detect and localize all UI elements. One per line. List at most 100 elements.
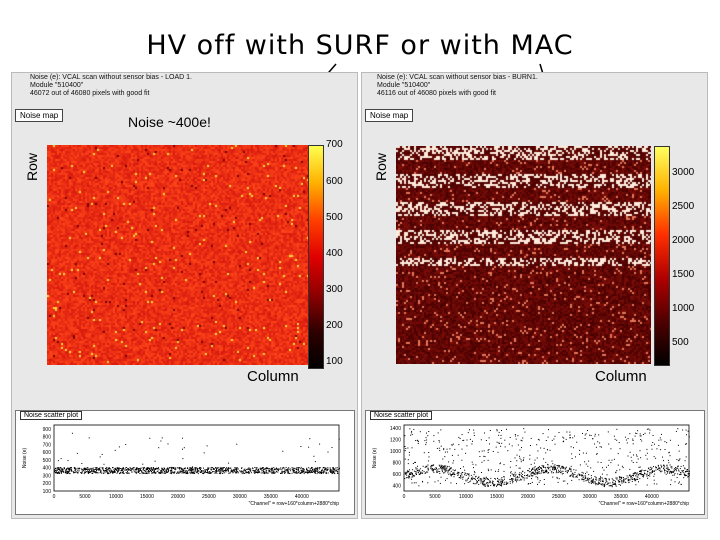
scatter-point	[297, 470, 299, 472]
scatter-point	[335, 470, 337, 472]
scatter-point	[227, 469, 229, 471]
scatter-point	[658, 439, 660, 441]
scatter-point	[621, 478, 622, 480]
scatter-point	[134, 469, 136, 470]
scatter-point	[506, 483, 507, 485]
scatter-point	[316, 473, 318, 475]
scatter-point	[534, 468, 536, 470]
scatter-point	[501, 442, 503, 444]
scatter-point	[207, 468, 209, 470]
scatter-point	[640, 470, 642, 472]
scatter-point	[639, 472, 641, 474]
scatter-point	[297, 467, 299, 469]
scatter-point	[245, 471, 247, 473]
scatter-point	[261, 470, 263, 472]
scatter-point	[632, 438, 634, 440]
scatter-point	[584, 438, 586, 439]
scatter-point	[571, 453, 573, 455]
scatter-point	[469, 429, 470, 431]
scatter-point	[627, 455, 629, 457]
scatter-point	[639, 450, 641, 452]
scatter-point	[323, 472, 324, 474]
scatter-point	[460, 468, 461, 469]
scatter-point	[519, 479, 521, 481]
scatter-point	[646, 448, 648, 450]
scatter-point	[638, 481, 639, 483]
scatter-point	[87, 470, 89, 472]
scatter-point	[416, 468, 418, 470]
scatter-point	[90, 469, 92, 471]
scatter-point	[419, 473, 421, 475]
scatter-point	[111, 471, 112, 473]
scatter-point	[412, 473, 413, 475]
scatter-point	[136, 472, 138, 474]
scatter-point	[678, 469, 679, 471]
scatter-point	[147, 467, 149, 469]
scatter-point	[574, 471, 576, 473]
scatter-point	[539, 467, 541, 469]
scatter-point	[153, 468, 155, 469]
scatter-point	[430, 464, 432, 466]
scatter-point	[118, 469, 120, 471]
scatter-point	[639, 473, 640, 475]
scatter-point	[658, 467, 660, 469]
scatter-point	[168, 471, 169, 473]
scatter-point	[261, 467, 263, 469]
scatter-point	[601, 483, 603, 485]
scatter-point	[423, 452, 425, 454]
scatter-point	[92, 471, 94, 473]
scatter-point	[634, 435, 636, 437]
scatter-point	[296, 467, 298, 469]
scatter-point	[646, 458, 648, 460]
scatter-point	[193, 467, 195, 469]
scatter-point	[635, 484, 637, 486]
scatter-point	[146, 468, 148, 470]
scatter-point	[582, 478, 584, 480]
scatter-point	[207, 472, 209, 474]
scatter-point	[553, 467, 555, 469]
scatter-point	[590, 435, 592, 436]
scatter-point	[191, 467, 193, 468]
scatter-point	[188, 468, 190, 470]
scatter-point	[55, 467, 57, 469]
scatter-point	[444, 468, 446, 470]
scatter-point	[93, 470, 95, 472]
scatter-point	[174, 471, 176, 473]
scatter-point	[560, 469, 562, 471]
scatter-point	[545, 452, 547, 454]
left-tick-700: 700	[326, 139, 343, 150]
scatter-point	[671, 467, 673, 469]
scatter-point	[566, 472, 568, 474]
scatter-point	[453, 474, 455, 475]
scatter-point	[329, 468, 331, 470]
scatter-point	[167, 467, 169, 469]
scatter-point	[619, 479, 621, 481]
scatter-point	[552, 466, 554, 468]
scatter-point	[536, 473, 538, 475]
scatter-point	[322, 470, 324, 472]
scatter-point	[234, 471, 236, 473]
scatter-point	[56, 470, 57, 472]
scatter-point	[637, 430, 639, 432]
scatter-point	[547, 463, 549, 465]
scatter-point	[623, 478, 625, 480]
map-left-pixels	[47, 145, 312, 365]
scatter-point	[243, 470, 245, 472]
scatter-point	[248, 468, 250, 470]
scatter-point	[437, 471, 439, 473]
scatter-point	[539, 472, 541, 474]
scatter-point	[525, 475, 527, 476]
scatter-point	[555, 468, 557, 470]
scatter-point	[158, 469, 160, 471]
scatter-point	[103, 463, 105, 465]
scatter-point	[461, 474, 463, 476]
scatter-point	[291, 472, 293, 474]
scatter-point	[196, 468, 198, 470]
scatter-point	[566, 470, 568, 472]
scatter-point	[410, 432, 412, 434]
scatter-point	[566, 431, 568, 433]
scatter-point	[646, 428, 648, 430]
scatter-point	[273, 467, 275, 469]
scatter-point	[248, 471, 250, 472]
scatter-point	[133, 469, 135, 471]
